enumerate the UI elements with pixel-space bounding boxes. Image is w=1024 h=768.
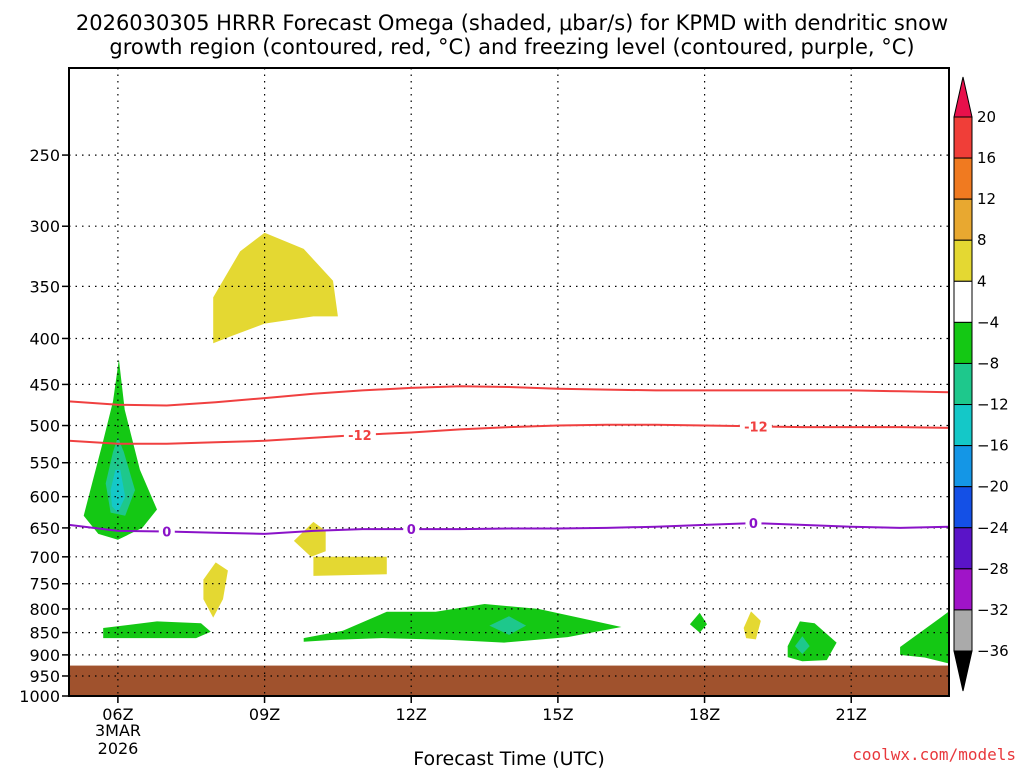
contour-label-2-2: 0 bbox=[749, 517, 758, 532]
y-tick-label-350: 350 bbox=[29, 277, 60, 296]
y-tick-label-250: 250 bbox=[29, 146, 60, 165]
y-tick-label-650: 650 bbox=[29, 519, 60, 538]
colorbar-label-10: −24 bbox=[977, 519, 1009, 537]
colorbar-label-8: −16 bbox=[977, 437, 1009, 455]
omega-region-5 bbox=[313, 556, 387, 576]
x-tick-label-21Z: 21Z bbox=[836, 705, 867, 724]
omega-region-6 bbox=[203, 562, 228, 618]
contour-label-2-0: 0 bbox=[162, 525, 171, 540]
colorbar-label-4: 4 bbox=[977, 272, 987, 290]
colorbar-swatch-10 bbox=[953, 527, 973, 570]
y-tick-label-900: 900 bbox=[29, 646, 60, 665]
colorbar-swatch-7 bbox=[953, 404, 973, 447]
date-label-month: 3MAR bbox=[95, 721, 141, 740]
omega-region-12 bbox=[787, 621, 837, 662]
contour-label-bg bbox=[158, 523, 175, 540]
contour-label-2-1: 0 bbox=[407, 523, 416, 538]
x-tick-label-12Z: 12Z bbox=[396, 705, 427, 724]
y-tick-label-950: 950 bbox=[29, 667, 60, 686]
omega-region-3 bbox=[213, 232, 338, 344]
omega-region-8 bbox=[103, 621, 211, 639]
colorbar-label-6: −8 bbox=[977, 354, 999, 372]
date-label-year: 2026 bbox=[98, 739, 139, 758]
colorbar-label-13: −36 bbox=[977, 642, 1009, 660]
omega-region-13 bbox=[795, 636, 810, 654]
x-tick-label-06Z: 06Z bbox=[102, 705, 133, 724]
colorbar-swatch-1 bbox=[953, 157, 973, 200]
colorbar-label-9: −20 bbox=[977, 478, 1009, 496]
x-tick-label-18Z: 18Z bbox=[689, 705, 720, 724]
colorbar-swatch-5 bbox=[953, 321, 973, 364]
contour-label-bg bbox=[739, 418, 772, 435]
colorbar-swatch-8 bbox=[953, 445, 973, 488]
contour-line-2 bbox=[69, 522, 949, 535]
x-axis-label: Forecast Time (UTC) bbox=[413, 748, 604, 768]
colorbar-swatch-6 bbox=[953, 362, 973, 406]
colorbar-label-12: −32 bbox=[977, 601, 1009, 619]
contour-layer: -12 -12 0 0 0 bbox=[69, 385, 949, 540]
colorbar-label-2: 12 bbox=[977, 190, 996, 208]
colorbar-label-1: 16 bbox=[977, 149, 996, 167]
colorbar-label-3: 8 bbox=[977, 231, 987, 249]
colorbar-swatch-12 bbox=[953, 609, 973, 652]
omega-region-9 bbox=[303, 604, 622, 643]
contour-label-bg bbox=[403, 521, 420, 538]
plot-frame bbox=[68, 67, 950, 697]
y-tick-label-300: 300 bbox=[29, 217, 60, 236]
colorbar-swatch-4 bbox=[953, 280, 973, 323]
colorbar: 20 16 12 8 4 −4 −8 −12 −16 −20 −24 −28 −32 −36 bbox=[953, 76, 1009, 692]
x-tick-label-15Z: 15Z bbox=[542, 705, 573, 724]
contour-label-bg bbox=[745, 515, 762, 532]
contour-label-1-0: -12 bbox=[348, 429, 372, 444]
colorbar-label-5: −4 bbox=[977, 313, 999, 331]
chart-title-line2: growth region (contoured, red, °C) and f… bbox=[109, 35, 914, 59]
omega-shading-layer bbox=[83, 232, 949, 664]
x-axis: 06Z 09Z 12Z 15Z 18Z 21Z bbox=[102, 696, 867, 724]
colorbar-swatch-2 bbox=[953, 198, 973, 241]
y-axis: 250 300 350 400 450 500 550 600 650 700 750 800 850 9… bbox=[19, 146, 69, 706]
grid-lines bbox=[69, 68, 949, 697]
colorbar-top-arrow bbox=[953, 76, 973, 118]
contour-label-bg bbox=[343, 426, 376, 443]
colorbar-swatch-11 bbox=[953, 568, 973, 611]
colorbar-label-7: −12 bbox=[977, 396, 1009, 414]
y-tick-label-850: 850 bbox=[29, 624, 60, 643]
contour-label-1-1: -12 bbox=[744, 420, 768, 435]
credit-text: coolwx.com/models bbox=[852, 745, 1016, 764]
y-tick-label-600: 600 bbox=[29, 488, 60, 507]
colorbar-swatch-9 bbox=[953, 486, 973, 529]
ground-fill bbox=[69, 665, 949, 696]
y-tick-label-450: 450 bbox=[29, 375, 60, 394]
omega-region-14 bbox=[900, 611, 949, 664]
y-tick-label-700: 700 bbox=[29, 548, 60, 567]
contour-line-1 bbox=[69, 423, 949, 445]
y-tick-label-800: 800 bbox=[29, 600, 60, 619]
contour-line-0 bbox=[69, 385, 949, 407]
colorbar-bottom-arrow bbox=[953, 650, 973, 692]
colorbar-label-11: −28 bbox=[977, 560, 1009, 578]
y-tick-label-500: 500 bbox=[29, 417, 60, 436]
omega-region-7 bbox=[743, 611, 761, 640]
omega-region-4 bbox=[293, 521, 326, 557]
colorbar-swatch-3 bbox=[953, 239, 973, 282]
omega-region-10 bbox=[489, 616, 527, 635]
y-tick-label-400: 400 bbox=[29, 329, 60, 348]
y-tick-label-550: 550 bbox=[29, 454, 60, 473]
colorbar-label-0: 20 bbox=[977, 108, 996, 126]
colorbar-swatch-0 bbox=[953, 116, 973, 159]
y-tick-label-750: 750 bbox=[29, 575, 60, 594]
chart-title-line1: 2026030305 HRRR Forecast Omega (shaded, … bbox=[76, 11, 948, 35]
y-tick-label-1000: 1000 bbox=[19, 687, 60, 706]
omega-region-11 bbox=[689, 612, 707, 633]
x-tick-label-09Z: 09Z bbox=[249, 705, 280, 724]
